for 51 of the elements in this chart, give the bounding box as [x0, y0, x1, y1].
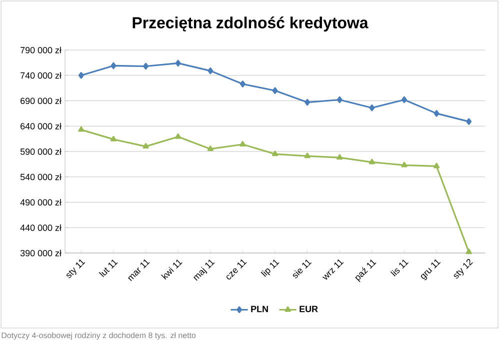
x-tick-label: lis 11	[390, 260, 409, 276]
point	[336, 96, 342, 104]
x-tick-label: mar 11	[128, 259, 150, 282]
point	[401, 162, 408, 168]
point	[466, 118, 472, 125]
x-tick-label: gru 11	[420, 259, 441, 280]
point	[240, 141, 246, 146]
x-tick-label: sty 11	[66, 259, 86, 278]
point	[336, 154, 343, 160]
point	[466, 248, 472, 254]
point	[143, 62, 149, 70]
point	[304, 152, 310, 158]
y-tick-label: 390 000 zł	[20, 250, 62, 256]
point	[78, 126, 84, 132]
x-tick-label: cze 11	[226, 259, 247, 280]
point	[78, 72, 84, 79]
point	[368, 158, 375, 164]
point	[207, 146, 214, 152]
y-tick-label: 490 000 zł	[20, 198, 62, 206]
legend-label: EUR	[300, 306, 318, 312]
point	[110, 62, 116, 70]
point	[240, 80, 246, 88]
y-tick-label: 440 000 zł	[20, 224, 62, 231]
y-tick-label: 790 000 zł	[20, 46, 62, 54]
x-tick-label: wrz 11	[322, 259, 344, 280]
x-tick-label: lut 11	[98, 260, 118, 278]
x-tick-label: sty 12	[454, 259, 473, 279]
y-tick-label: 640 000 zł	[20, 122, 62, 130]
point	[175, 60, 181, 67]
point	[434, 110, 440, 117]
point	[208, 67, 214, 74]
point	[304, 98, 310, 106]
chart-title: Przeciętna zdolność kredytowa	[132, 16, 368, 32]
point	[434, 162, 440, 168]
legend-label: PLN	[251, 306, 268, 312]
x-tick-label: kwi 11	[161, 260, 182, 280]
point	[175, 133, 182, 139]
y-tick-label: 690 000 zł	[20, 97, 62, 104]
x-tick-label: paź 11	[355, 260, 376, 282]
point	[110, 136, 117, 142]
x-tick-label: maj 11	[194, 260, 215, 281]
point	[369, 104, 375, 112]
point	[272, 150, 278, 156]
x-tick-label: sie 11	[292, 260, 312, 278]
point	[142, 143, 149, 149]
x-tick-label: lip 11	[260, 260, 280, 277]
point	[402, 96, 407, 104]
point	[272, 87, 278, 94]
y-tick-label: 740 000 zł	[20, 72, 62, 79]
y-tick-label: 590 000 zł	[20, 148, 62, 155]
y-tick-label: 540 000 zł	[20, 174, 62, 180]
